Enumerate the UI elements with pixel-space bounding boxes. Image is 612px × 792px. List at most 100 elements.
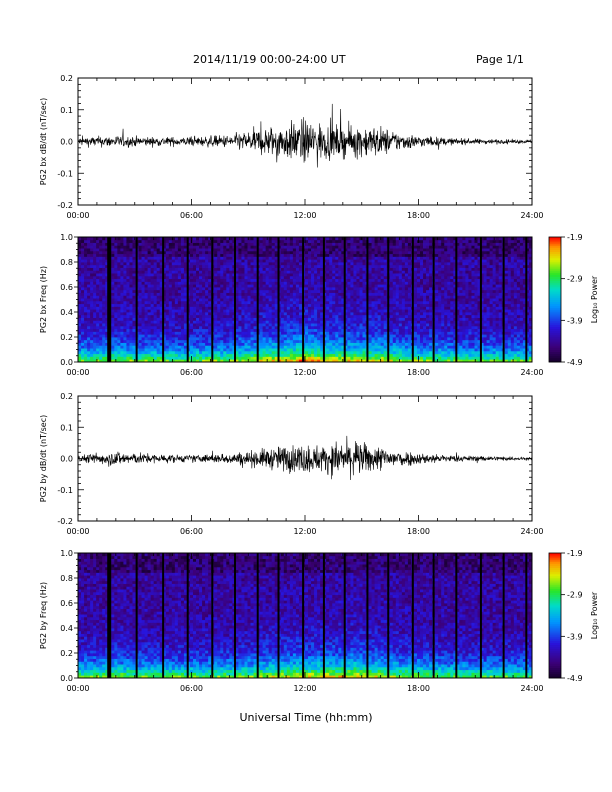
spectrogram-cell bbox=[308, 264, 312, 268]
spectrogram-cell bbox=[193, 345, 197, 349]
spectrogram-cell bbox=[268, 292, 273, 296]
spectrogram-cell bbox=[84, 300, 88, 305]
spectrogram-cell bbox=[144, 292, 149, 296]
spectrogram-cell bbox=[359, 292, 363, 296]
spectrogram-cell bbox=[199, 259, 203, 263]
spectrogram-cell bbox=[205, 245, 209, 249]
spectrogram-cell bbox=[295, 309, 300, 313]
spectrogram-cell bbox=[165, 356, 170, 360]
spectrogram-cell bbox=[189, 275, 194, 280]
spectrogram-cell bbox=[162, 325, 167, 330]
spectrogram-cell bbox=[205, 353, 209, 357]
spectrogram-cell bbox=[208, 250, 212, 255]
spectrogram-cell bbox=[335, 348, 339, 352]
spectrogram-cell bbox=[368, 295, 372, 299]
spectrogram-cell bbox=[99, 359, 103, 363]
spectrogram-cell bbox=[356, 278, 360, 282]
spectrogram-cell bbox=[265, 303, 270, 307]
spectrogram-cell bbox=[84, 320, 88, 324]
spectrogram-cell bbox=[404, 317, 409, 321]
spectrogram-cell bbox=[371, 300, 376, 305]
spectrogram-cell bbox=[262, 256, 267, 260]
spectrogram-cell bbox=[205, 339, 209, 343]
spectrogram-cell bbox=[314, 359, 318, 363]
spectrogram-cell bbox=[338, 345, 342, 349]
spectrogram-cell bbox=[265, 317, 270, 321]
spectrogram-cell bbox=[105, 250, 109, 255]
spectrogram-cell bbox=[392, 348, 397, 352]
spectrogram-cell bbox=[259, 320, 264, 324]
spectrogram-cell bbox=[283, 334, 288, 338]
spectrogram-cell bbox=[350, 239, 354, 243]
spectrogram-cell bbox=[223, 289, 227, 293]
spectrogram-cell bbox=[159, 242, 164, 246]
spectrogram-cell bbox=[214, 267, 218, 271]
spectrogram-cell bbox=[217, 359, 221, 363]
spectrogram-cell bbox=[87, 242, 91, 246]
spectrogram-cell bbox=[90, 242, 94, 246]
spectrogram-cell bbox=[102, 298, 106, 302]
spectrogram-cell bbox=[93, 328, 97, 332]
spectrogram-cell bbox=[350, 273, 354, 277]
spectrogram-cell bbox=[202, 312, 206, 316]
spectrogram-cell bbox=[338, 250, 342, 255]
spectrogram-cell bbox=[117, 289, 121, 293]
spectrogram-cell bbox=[81, 287, 85, 291]
spectrogram-cell bbox=[292, 292, 297, 296]
spectrogram-cell bbox=[99, 287, 103, 291]
spectrogram-cell bbox=[217, 292, 221, 296]
spectrogram-cell bbox=[292, 270, 297, 274]
spectrogram-cell bbox=[177, 323, 182, 327]
spectrogram-cell bbox=[138, 342, 142, 346]
spectrogram-cell bbox=[295, 289, 300, 293]
spectrogram-cell bbox=[241, 242, 245, 246]
spectrogram-cell bbox=[274, 334, 279, 338]
spectrogram-cell bbox=[350, 298, 354, 302]
spectrogram-cell bbox=[223, 323, 227, 327]
spectrogram-cell bbox=[401, 306, 406, 310]
spectrogram-cell bbox=[389, 353, 394, 357]
spectrogram-cell bbox=[374, 270, 379, 274]
spectrogram-cell bbox=[253, 345, 257, 349]
spectrogram-cell bbox=[174, 237, 179, 241]
spectrogram-cell bbox=[99, 339, 103, 343]
spectrogram-cell bbox=[238, 342, 242, 346]
spectrogram-cell bbox=[250, 345, 254, 349]
spectrogram-cell bbox=[298, 306, 303, 310]
spectrogram-cell bbox=[138, 273, 142, 277]
spectrogram-cell bbox=[371, 259, 376, 263]
spectrogram-cell bbox=[344, 345, 348, 349]
spectrogram-cell bbox=[335, 289, 339, 293]
spectrogram-cell bbox=[395, 298, 400, 302]
spectrogram-cell bbox=[286, 259, 291, 263]
spectrogram-cell bbox=[259, 281, 264, 285]
spectrogram-cell bbox=[150, 289, 155, 293]
spectrogram-cell bbox=[362, 300, 366, 305]
spectrogram-cell bbox=[199, 342, 203, 346]
spectrogram-cell bbox=[126, 306, 130, 310]
spectrogram-cell bbox=[271, 281, 276, 285]
spectrogram-cell bbox=[120, 250, 124, 255]
spectrogram-cell bbox=[87, 342, 91, 346]
spectrogram-cell bbox=[341, 337, 345, 341]
spectrogram-cell bbox=[93, 306, 97, 310]
spectrogram-cell bbox=[141, 353, 145, 357]
spectrogram-cell bbox=[141, 273, 145, 277]
spectrogram-cell bbox=[81, 334, 85, 338]
spectrogram-cell bbox=[247, 323, 251, 327]
spectrogram-cell bbox=[159, 270, 164, 274]
spectrogram-cell bbox=[289, 245, 294, 249]
spectrogram-cell bbox=[389, 323, 394, 327]
spectrogram-cell bbox=[87, 270, 91, 274]
spectrogram-cell bbox=[144, 250, 149, 255]
spectrogram-cell bbox=[404, 284, 409, 288]
spectrogram-cell bbox=[138, 237, 142, 241]
spectrogram-cell bbox=[268, 270, 273, 274]
spectrogram-cell bbox=[335, 278, 339, 282]
spectrogram-cell bbox=[350, 295, 354, 299]
spectrogram-cell bbox=[292, 278, 297, 282]
spectrogram-cell bbox=[392, 237, 397, 241]
spectrogram-cell bbox=[320, 334, 324, 338]
spectrogram-cell bbox=[289, 356, 294, 360]
spectrogram-cell bbox=[111, 237, 115, 241]
